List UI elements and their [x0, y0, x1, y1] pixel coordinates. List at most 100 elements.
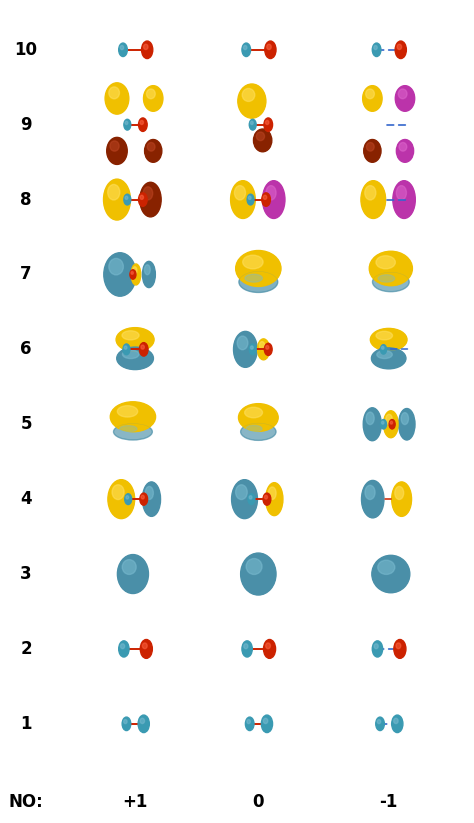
Ellipse shape [104, 253, 136, 296]
Ellipse shape [381, 345, 386, 354]
Ellipse shape [266, 346, 269, 349]
Ellipse shape [373, 272, 409, 291]
Ellipse shape [377, 719, 381, 723]
Ellipse shape [140, 120, 144, 124]
Ellipse shape [366, 412, 374, 425]
Ellipse shape [264, 343, 272, 356]
Ellipse shape [133, 267, 137, 275]
Ellipse shape [142, 482, 161, 516]
Ellipse shape [264, 118, 273, 132]
Ellipse shape [126, 495, 129, 499]
Text: 4: 4 [20, 491, 32, 508]
Ellipse shape [125, 196, 128, 199]
Ellipse shape [142, 643, 147, 649]
Ellipse shape [246, 717, 254, 731]
Ellipse shape [376, 332, 392, 340]
Text: 2: 2 [20, 640, 32, 658]
Ellipse shape [112, 485, 124, 500]
Ellipse shape [131, 264, 141, 285]
Ellipse shape [372, 556, 410, 593]
Ellipse shape [256, 132, 264, 141]
Ellipse shape [248, 196, 251, 199]
Ellipse shape [123, 344, 130, 355]
Ellipse shape [265, 41, 276, 58]
Ellipse shape [145, 486, 154, 500]
Text: NO:: NO: [9, 793, 44, 811]
Ellipse shape [146, 89, 155, 99]
Ellipse shape [237, 336, 248, 350]
Ellipse shape [249, 495, 252, 499]
Text: 9: 9 [20, 116, 32, 133]
Ellipse shape [140, 182, 161, 217]
Ellipse shape [243, 255, 263, 269]
Ellipse shape [372, 641, 383, 657]
Ellipse shape [365, 89, 374, 99]
Ellipse shape [364, 140, 381, 162]
Ellipse shape [397, 44, 401, 49]
Ellipse shape [396, 643, 401, 649]
Ellipse shape [120, 644, 125, 649]
Ellipse shape [395, 41, 406, 58]
Ellipse shape [109, 258, 123, 275]
Ellipse shape [105, 83, 129, 114]
Ellipse shape [141, 345, 145, 349]
Ellipse shape [249, 119, 256, 130]
Ellipse shape [376, 717, 384, 731]
Ellipse shape [264, 495, 267, 499]
Ellipse shape [362, 481, 384, 518]
Ellipse shape [124, 194, 131, 205]
Ellipse shape [139, 342, 148, 356]
Ellipse shape [382, 346, 384, 349]
Ellipse shape [267, 44, 271, 49]
Ellipse shape [131, 272, 133, 274]
Ellipse shape [365, 186, 376, 200]
Ellipse shape [107, 137, 127, 165]
Ellipse shape [361, 181, 386, 218]
Ellipse shape [245, 407, 263, 418]
Ellipse shape [250, 121, 253, 124]
Ellipse shape [257, 339, 270, 360]
Ellipse shape [143, 187, 153, 200]
Ellipse shape [117, 406, 137, 417]
Ellipse shape [376, 256, 395, 269]
Ellipse shape [246, 559, 262, 574]
Ellipse shape [374, 644, 378, 649]
Ellipse shape [264, 718, 268, 723]
Ellipse shape [265, 120, 269, 124]
Ellipse shape [370, 328, 407, 351]
Ellipse shape [122, 350, 139, 359]
Ellipse shape [140, 195, 144, 199]
Ellipse shape [246, 425, 262, 432]
Ellipse shape [144, 86, 163, 111]
Ellipse shape [392, 715, 403, 732]
Ellipse shape [241, 423, 276, 440]
Text: 1: 1 [20, 715, 32, 732]
Ellipse shape [389, 420, 395, 429]
Ellipse shape [266, 186, 276, 200]
Ellipse shape [140, 493, 147, 505]
Text: 0: 0 [253, 793, 264, 811]
Ellipse shape [394, 718, 398, 723]
Ellipse shape [108, 184, 120, 200]
Ellipse shape [125, 494, 132, 504]
Ellipse shape [124, 719, 127, 723]
Ellipse shape [142, 41, 153, 58]
Ellipse shape [398, 89, 407, 99]
Ellipse shape [244, 644, 248, 649]
Ellipse shape [232, 480, 257, 518]
Ellipse shape [113, 424, 152, 440]
Ellipse shape [372, 43, 381, 57]
Ellipse shape [399, 142, 407, 151]
Ellipse shape [377, 351, 392, 359]
Ellipse shape [239, 272, 278, 292]
Ellipse shape [254, 129, 272, 151]
Ellipse shape [268, 487, 276, 500]
Ellipse shape [120, 45, 124, 49]
Ellipse shape [235, 186, 246, 200]
Ellipse shape [140, 639, 152, 658]
Ellipse shape [236, 250, 281, 286]
Ellipse shape [238, 403, 278, 431]
Ellipse shape [242, 88, 255, 101]
Ellipse shape [108, 480, 135, 518]
Text: -1: -1 [380, 793, 398, 811]
